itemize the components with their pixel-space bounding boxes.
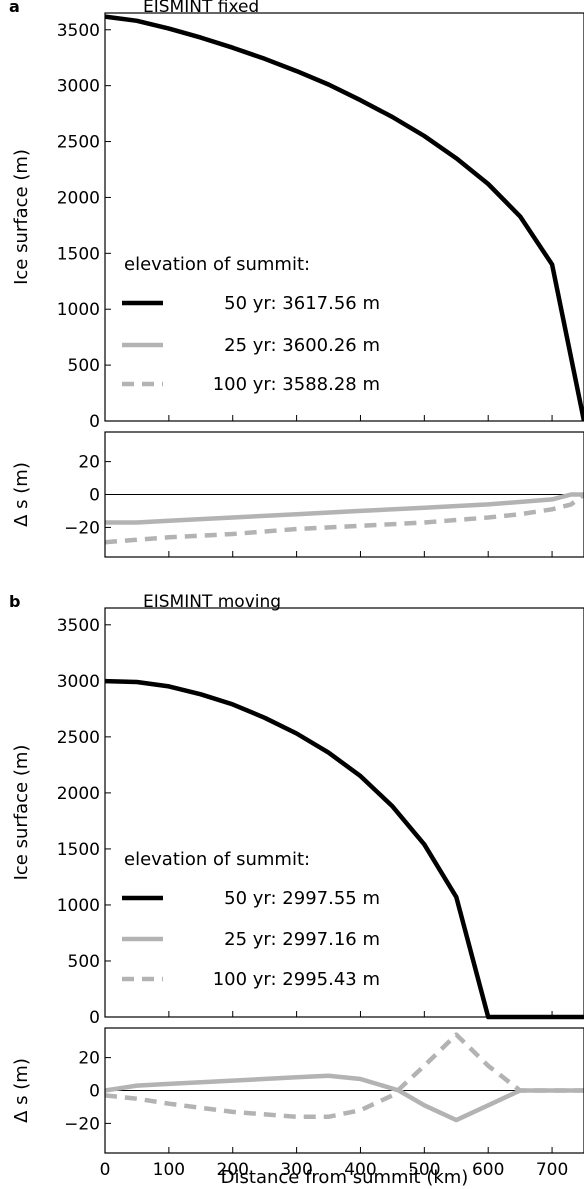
- series-line-0: [104, 14, 584, 422]
- y-tick-label: 0: [89, 1008, 100, 1028]
- panel-title: EISMINT moving: [143, 592, 281, 612]
- panel-title: EISMINT fixed: [143, 0, 259, 17]
- y-tick-label: 1500: [57, 244, 100, 264]
- series-line-0: [104, 1073, 584, 1123]
- legend-entry-2: 100 yr: 3588.28 m: [213, 374, 380, 395]
- plot-frame: [104, 1027, 584, 1154]
- series-line-0: [105, 492, 584, 525]
- x-tick-label: 100: [153, 1160, 185, 1180]
- y-tick-label: 1500: [57, 840, 100, 860]
- y-tick-label: 3000: [57, 77, 100, 97]
- x-tick-label: 300: [280, 1160, 312, 1180]
- y-tick-label: 2000: [57, 784, 100, 804]
- y-tick-label: 3500: [57, 21, 100, 41]
- legend-title: elevation of summit:: [124, 254, 310, 275]
- y-tick-label: 0: [89, 1082, 100, 1102]
- y-tick-label: 3000: [57, 672, 100, 692]
- y-tick-label: 2500: [57, 133, 100, 153]
- panel-letter: b: [9, 592, 20, 611]
- y-axis-label: Δ s (m): [11, 462, 32, 527]
- y-tick-label: 20: [78, 453, 100, 473]
- x-tick-label: 0: [100, 1160, 111, 1180]
- y-tick-label: 1000: [57, 300, 100, 320]
- y-tick-label: 20: [78, 1049, 100, 1069]
- legend-entry-0: 50 yr: 3617.56 m: [224, 293, 380, 314]
- x-axis-label: Distance from summit (km): [221, 1167, 469, 1188]
- x-tick-label: 500: [408, 1160, 440, 1180]
- legend-entry-0: 50 yr: 2997.55 m: [224, 888, 380, 909]
- x-tick-label: 200: [217, 1160, 249, 1180]
- y-tick-label: 2000: [57, 188, 100, 208]
- y-tick-label: 0: [89, 412, 100, 432]
- plot-frame: [104, 12, 584, 422]
- panel-letter: a: [9, 0, 20, 16]
- x-tick-label: 400: [344, 1160, 376, 1180]
- plot-frame: [104, 431, 584, 558]
- y-tick-label: 2500: [57, 728, 100, 748]
- y-tick-label: −20: [64, 518, 100, 538]
- series-line-1: [104, 492, 584, 545]
- y-tick-label: 500: [68, 952, 100, 972]
- y-tick-label: −20: [64, 1114, 100, 1134]
- y-axis-label: Ice surface (m): [11, 149, 32, 285]
- plot-frame: [104, 607, 584, 1018]
- x-tick-label: 700: [536, 1160, 568, 1180]
- y-tick-label: 3500: [57, 616, 100, 636]
- y-tick-label: 1000: [57, 896, 100, 916]
- legend-entry-1: 25 yr: 3600.26 m: [224, 335, 380, 356]
- legend-title: elevation of summit:: [124, 849, 310, 870]
- legend-entry-1: 25 yr: 2997.16 m: [224, 929, 380, 950]
- y-axis-label: Ice surface (m): [11, 745, 32, 881]
- y-axis-label: Δ s (m): [11, 1058, 32, 1123]
- legend-entry-2: 100 yr: 2995.43 m: [213, 969, 380, 990]
- y-tick-label: 500: [68, 356, 100, 376]
- y-tick-label: 0: [89, 486, 100, 506]
- x-tick-label: 600: [472, 1160, 504, 1180]
